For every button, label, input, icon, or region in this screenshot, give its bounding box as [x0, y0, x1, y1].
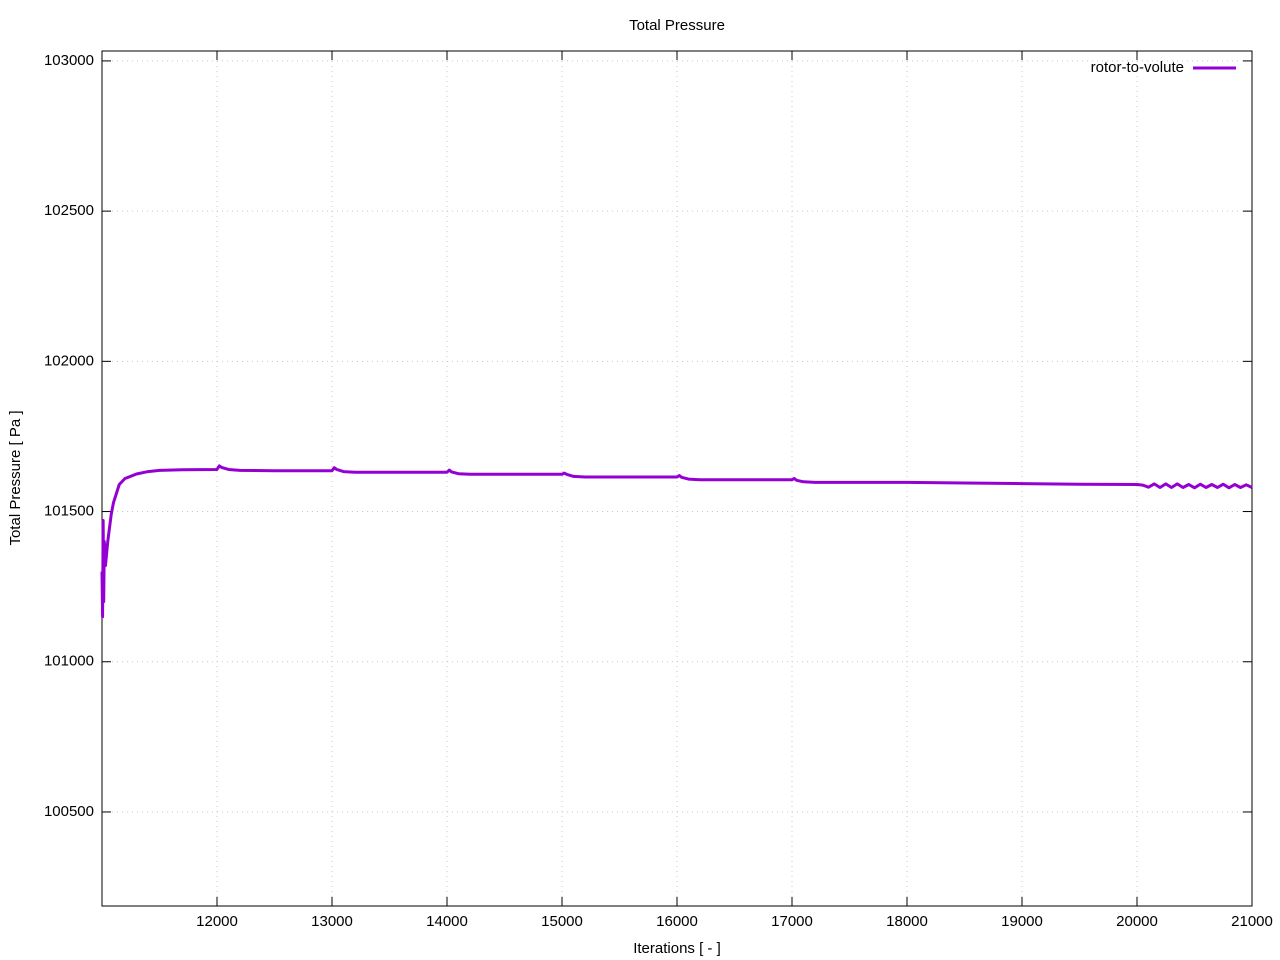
y-tick-label: 101500: [44, 503, 94, 520]
data-line: [100, 464, 1253, 619]
y-tick-label: 103000: [44, 52, 94, 69]
y-tick-label: 101000: [44, 653, 94, 670]
plot-frame: [101, 50, 1253, 907]
x-tick-label: 19000: [1001, 913, 1043, 930]
x-tick-label: 20000: [1116, 913, 1158, 930]
x-tick-label: 18000: [886, 913, 928, 930]
x-tick-label: 14000: [426, 913, 468, 930]
x-tick-label: 13000: [311, 913, 353, 930]
legend-label: rotor-to-volute: [1091, 59, 1184, 76]
y-tick-label: 102500: [44, 202, 94, 219]
y-axis-label: Total Pressure [ Pa ]: [7, 410, 24, 545]
y-tick-label: 102000: [44, 352, 94, 369]
chart-title: Total Pressure: [629, 17, 725, 34]
x-tick-label: 21000: [1231, 913, 1273, 930]
x-tick-label: 17000: [771, 913, 813, 930]
y-tick-label: 100500: [44, 803, 94, 820]
x-tick-label: 16000: [656, 913, 698, 930]
x-tick-label: 15000: [541, 913, 583, 930]
x-tick-label: 12000: [196, 913, 238, 930]
x-axis-label: Iterations [ - ]: [633, 940, 721, 957]
